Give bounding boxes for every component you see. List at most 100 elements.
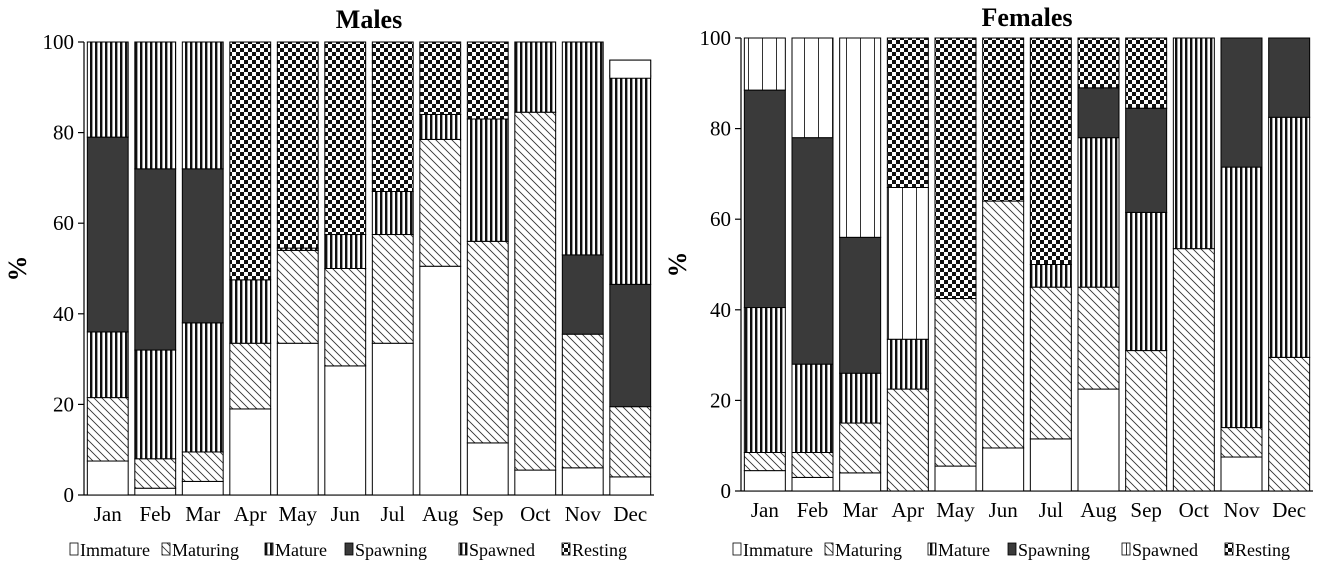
females-bar-jan-immature (743, 470, 786, 492)
males-bar-mar-spawned (181, 41, 224, 170)
males-bar-feb-spawned (134, 41, 177, 170)
females-bar-jan-spawning (743, 89, 786, 309)
females-bar-dec-spawning (1268, 37, 1311, 118)
males-y-tick-label: 0 (64, 483, 75, 507)
females-bar-aug-mature (1077, 137, 1120, 288)
females-bar-sep-resting (1125, 37, 1168, 109)
males-bar-apr-immature (229, 408, 272, 496)
females-bar-dec-maturing (1268, 356, 1311, 492)
females-bar-jan-mature (743, 307, 786, 453)
males-bar-jul-resting (371, 41, 414, 192)
females-bar-feb-mature (791, 363, 834, 453)
females-bar-nov-maturing (1220, 427, 1263, 458)
females-bar-may-immature (934, 465, 977, 492)
males-bar-jul-immature (371, 342, 414, 496)
males-x-tick-label: Oct (520, 502, 550, 526)
males-bar-jul-spawned (371, 190, 414, 236)
males-bar-jan-mature (86, 331, 129, 399)
males-bar-sep-spawned (466, 118, 509, 242)
females-legend-label-spawned: Spawned (1132, 540, 1198, 560)
females-x-tick-label: Sep (1130, 498, 1162, 522)
males-bar-aug-immature (419, 265, 462, 496)
females-legend-swatch-resting (1224, 542, 1234, 556)
females-bar-mar-spawning (839, 236, 882, 374)
males-bar-mar-spawning (181, 168, 224, 324)
males-x-tick-label: May (279, 502, 318, 526)
females-bar-mar-immature (839, 472, 882, 492)
females-legend-swatch-mature (927, 542, 937, 556)
females-legend-label-immature: Immature (743, 540, 813, 560)
females-y-tick-label: 80 (710, 117, 731, 141)
males-bar-oct-maturing (514, 111, 557, 471)
males-bar-jun-immature (324, 365, 367, 496)
females-y-tick-label: 100 (700, 26, 732, 50)
females-bar-apr-spawned (886, 186, 929, 340)
males-legend-label-spawned: Spawned (469, 540, 535, 560)
males-bar-jun-maturing (324, 268, 367, 367)
females-bar-sep-maturing (1125, 350, 1168, 492)
females-chart-title: Females (982, 3, 1073, 32)
females-bar-feb-spawned (791, 37, 834, 139)
males-y-tick-label: 80 (53, 121, 74, 145)
males-legend-swatch-immature (69, 542, 79, 556)
males-bar-jan-spawned (86, 41, 129, 138)
males-x-tick-label: Nov (565, 502, 602, 526)
males-bar-jun-spawned (324, 234, 367, 269)
males-legend-swatch-spawned (458, 542, 468, 556)
males-bar-nov-spawning (561, 254, 604, 335)
females-x-tick-label: May (936, 498, 975, 522)
males-bar-nov-maturing (561, 333, 604, 469)
males-bar-nov-spawned (561, 41, 604, 256)
females-legend-swatch-spawning (1007, 542, 1017, 556)
females-bar-oct-maturing (1172, 248, 1215, 492)
males-bar-aug-resting (419, 41, 462, 115)
males-bar-feb-immature (134, 487, 177, 496)
females-bar-aug-immature (1077, 388, 1120, 492)
males-y-tick-label: 60 (53, 211, 74, 235)
males-legend-swatch-resting (561, 542, 571, 556)
males-bar-apr-maturing (229, 342, 272, 410)
females-y-tick-label: 20 (710, 388, 731, 412)
females-bar-feb-maturing (791, 451, 834, 478)
males-bar-mar-immature (181, 480, 224, 496)
males-chart: Males% 0 20 40 60 80 100 Jan Feb Mar Apr May Jun Jul A… (3, 5, 654, 560)
females-bar-aug-maturing (1077, 286, 1120, 390)
females-bar-jan-maturing (743, 451, 786, 472)
females-bar-jul-resting (1029, 37, 1072, 265)
males-bar-may-maturing (276, 249, 319, 344)
females-bar-aug-resting (1077, 37, 1120, 89)
males-bar-jan-immature (86, 460, 129, 496)
females-chart: Females% 0 20 40 60 80 100 Jan Feb Mar Apr May Jun Ju… (663, 3, 1313, 560)
males-bar-mar-maturing (181, 451, 224, 482)
males-bar-oct-spawned (514, 41, 557, 113)
females-y-axis-label: % (663, 252, 692, 278)
females-x-tick-label: Oct (1179, 498, 1209, 522)
females-x-tick-label: Feb (797, 498, 829, 522)
males-legend-swatch-spawning (344, 542, 354, 556)
males-bar-mar-mature (181, 322, 224, 453)
females-x-tick-label: Jul (1039, 498, 1064, 522)
females-x-tick-label: Nov (1223, 498, 1260, 522)
females-bar-jul-maturing (1029, 286, 1072, 440)
males-bar-jul-maturing (371, 234, 414, 344)
males-x-tick-label: Apr (234, 502, 267, 526)
males-bar-jan-spawning (86, 136, 129, 333)
males-bar-feb-mature (134, 349, 177, 460)
females-y-tick-label: 40 (710, 298, 731, 322)
females-legend-label-resting: Resting (1235, 540, 1290, 560)
males-x-tick-label: Sep (472, 502, 504, 526)
males-bar-jun-resting (324, 41, 367, 236)
females-legend-swatch-maturing (824, 542, 834, 556)
males-bar-dec-spawning (609, 283, 652, 408)
females-bar-sep-mature (1125, 211, 1168, 352)
females-bar-jan-spawned (743, 37, 786, 91)
females-bar-apr-maturing (886, 388, 929, 492)
males-bar-apr-spawned (229, 279, 272, 344)
females-bar-apr-mature (886, 338, 929, 390)
females-bar-jun-maturing (982, 200, 1025, 449)
males-y-tick-label: 40 (53, 302, 74, 326)
females-bar-feb-immature (791, 476, 834, 492)
males-x-tick-label: Jan (94, 502, 122, 526)
females-legend-swatch-spawned (1121, 542, 1131, 556)
males-x-tick-label: Aug (422, 502, 459, 526)
